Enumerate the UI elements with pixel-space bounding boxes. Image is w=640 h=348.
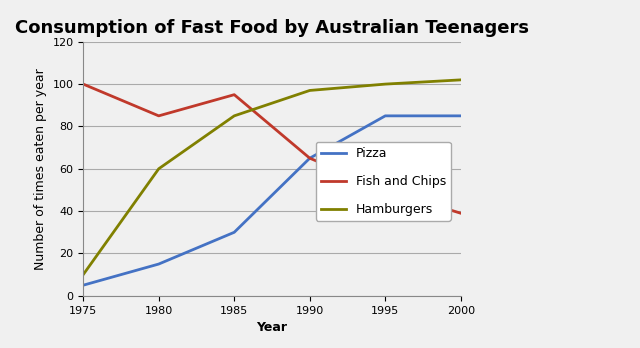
Hamburgers bbox=[381, 82, 389, 86]
Title: Consumption of Fast Food by Australian Teenagers: Consumption of Fast Food by Australian T… bbox=[15, 19, 529, 38]
Fish and Chips bbox=[306, 156, 314, 160]
Pizza bbox=[79, 283, 87, 287]
Y-axis label: Number of times eaten per year: Number of times eaten per year bbox=[34, 68, 47, 270]
Fish and Chips bbox=[381, 188, 389, 192]
Pizza bbox=[381, 114, 389, 118]
Pizza bbox=[230, 230, 238, 235]
Fish and Chips bbox=[155, 114, 163, 118]
Pizza bbox=[457, 114, 465, 118]
Legend: Pizza, Fish and Chips, Hamburgers: Pizza, Fish and Chips, Hamburgers bbox=[316, 142, 451, 221]
Hamburgers bbox=[79, 272, 87, 277]
Pizza bbox=[306, 156, 314, 160]
Pizza bbox=[155, 262, 163, 266]
Hamburgers bbox=[306, 88, 314, 93]
Fish and Chips bbox=[79, 82, 87, 86]
Hamburgers bbox=[155, 167, 163, 171]
Fish and Chips bbox=[230, 93, 238, 97]
Line: Hamburgers: Hamburgers bbox=[83, 80, 461, 275]
Fish and Chips bbox=[457, 211, 465, 215]
Hamburgers bbox=[230, 114, 238, 118]
Hamburgers bbox=[457, 78, 465, 82]
Line: Fish and Chips: Fish and Chips bbox=[83, 84, 461, 213]
Line: Pizza: Pizza bbox=[83, 116, 461, 285]
X-axis label: Year: Year bbox=[257, 321, 287, 334]
